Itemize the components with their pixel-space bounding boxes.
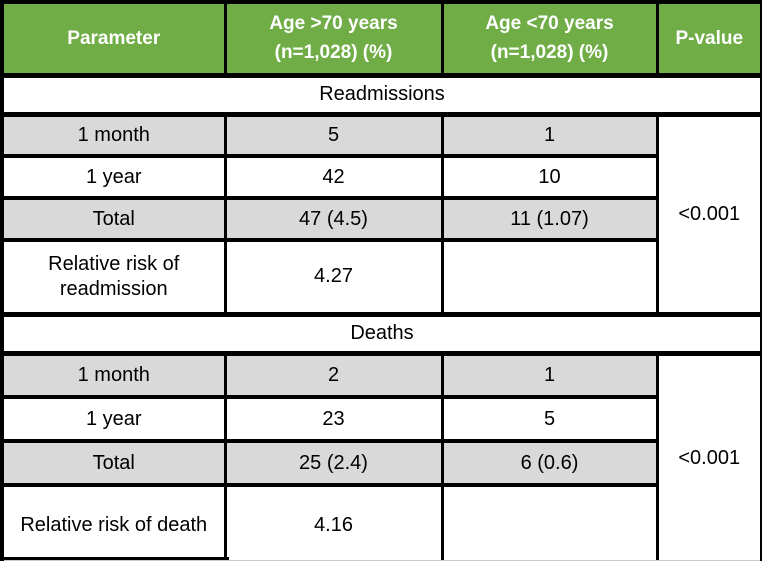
header-label-line1: Age >70 years	[269, 12, 398, 34]
cell-under70: 1	[440, 112, 659, 158]
cell-under70	[440, 238, 657, 316]
header-label-line2: (n=1,028) (%)	[274, 42, 393, 64]
header-cell-parameter: Parameter	[4, 4, 227, 78]
table-row: Relative risk of death 4.16	[4, 483, 760, 561]
cell-parameter: 1 month	[4, 351, 227, 399]
cell-over70: 25 (2.4)	[223, 439, 444, 487]
section-row-readmissions: Readmissions	[4, 72, 760, 117]
cell-under70: 1	[440, 351, 659, 399]
cell-parameter: Total	[4, 439, 227, 487]
table-row: Total 47 (4.5) 11 (1.07)	[4, 196, 760, 242]
table-row: 1 year 42 10	[4, 154, 760, 200]
header-label: Parameter	[67, 27, 161, 49]
section-title: Deaths	[4, 311, 760, 356]
cell-parameter: 1 year	[4, 395, 227, 443]
cell-over70: 4.27	[223, 238, 444, 316]
table-row: 1 year 23 5	[4, 395, 760, 443]
cell-under70	[440, 483, 657, 561]
cell-parameter: Relative risk of death	[4, 483, 227, 561]
header-label: P-value	[675, 27, 744, 49]
header-cell-age-over-70: Age >70 years (n=1,028) (%)	[223, 4, 444, 78]
section-title: Readmissions	[4, 72, 760, 117]
cell-over70: 47 (4.5)	[223, 196, 444, 242]
table-row: Relative risk of readmission 4.27	[4, 238, 760, 316]
header-cell-p-value: P-value	[655, 4, 760, 78]
cell-over70: 4.16	[223, 483, 444, 561]
table-row: Total 25 (2.4) 6 (0.6)	[4, 439, 760, 487]
cell-under70: 6 (0.6)	[440, 439, 657, 487]
cell-under70: 11 (1.07)	[440, 196, 657, 242]
cell-parameter: 1 year	[4, 154, 227, 200]
cell-over70: 2	[223, 351, 444, 399]
cell-over70: 23	[223, 395, 444, 443]
cell-parameter: Relative risk of readmission	[4, 238, 227, 316]
outcomes-table: Parameter Age >70 years (n=1,028) (%) Ag…	[4, 4, 760, 561]
header-label-line1: Age <70 years	[485, 12, 614, 34]
cell-over70: 42	[223, 154, 444, 200]
cell-under70: 5	[440, 395, 657, 443]
bottom-border-segment	[4, 557, 229, 560]
header-row: Parameter Age >70 years (n=1,028) (%) Ag…	[4, 4, 760, 78]
cell-parameter: 1 month	[4, 112, 227, 158]
cell-under70: 10	[440, 154, 657, 200]
p-value-cell: <0.001	[655, 112, 760, 316]
header-label-line2: (n=1,028) (%)	[490, 42, 609, 64]
table-row: 1 month 2 1 <0.001	[4, 351, 760, 561]
cell-parameter: Total	[4, 196, 227, 242]
cell-over70: 5	[223, 112, 444, 158]
section-row-deaths: Deaths	[4, 311, 760, 356]
table-row: 1 month 5 1 <0.001	[4, 112, 760, 316]
p-value-cell: <0.001	[655, 351, 760, 561]
header-cell-age-under-70: Age <70 years (n=1,028) (%)	[440, 4, 659, 78]
